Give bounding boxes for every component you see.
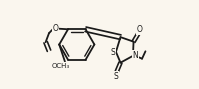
- Text: S: S: [111, 48, 115, 57]
- Text: S: S: [114, 72, 118, 81]
- Text: O: O: [53, 24, 59, 33]
- Text: OCH₃: OCH₃: [51, 63, 69, 69]
- Text: O: O: [137, 25, 143, 34]
- Text: N: N: [133, 51, 138, 60]
